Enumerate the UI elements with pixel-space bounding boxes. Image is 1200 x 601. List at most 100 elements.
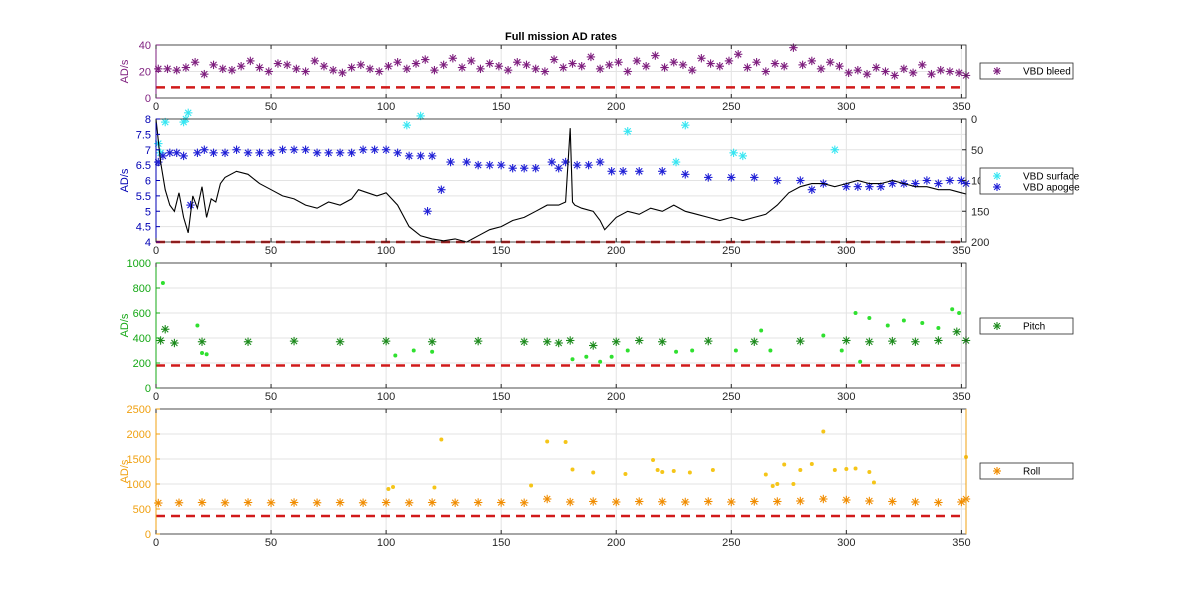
data-point (908, 68, 918, 78)
data-point (888, 497, 897, 506)
data-point (381, 145, 391, 154)
data-point (278, 145, 287, 154)
data-point (404, 498, 414, 507)
data-point (618, 167, 628, 176)
x-tick-label: 250 (722, 391, 740, 403)
data-point (204, 352, 209, 357)
data-point (842, 495, 851, 505)
data-point (197, 498, 207, 507)
data-point (450, 498, 460, 507)
data-point (172, 65, 181, 75)
data-point (411, 59, 421, 68)
data-point (319, 62, 329, 71)
data-point (738, 151, 747, 161)
data-point (570, 467, 575, 472)
data-point (821, 333, 826, 338)
data-point (658, 337, 667, 346)
y-tick-label: 500 (133, 504, 151, 516)
data-point (715, 62, 724, 71)
data-point (549, 55, 559, 64)
data-point (750, 337, 759, 346)
data-point (227, 65, 237, 75)
data-point (232, 145, 241, 154)
x-tick-label: 0 (153, 245, 159, 257)
data-point (798, 60, 807, 70)
data-point (687, 65, 697, 75)
data-point (641, 62, 651, 71)
data-point (402, 120, 412, 130)
data-point (264, 67, 273, 76)
data-point (632, 56, 642, 66)
y-tick-label: 800 (133, 283, 151, 295)
x-tick-label: 100 (377, 537, 395, 549)
data-point (485, 59, 494, 68)
y-tick-label: 7.5 (136, 129, 151, 141)
data-point (706, 59, 715, 68)
data-point (529, 483, 534, 488)
y2-tick-label: 150 (971, 206, 989, 218)
data-point (531, 164, 540, 173)
y-tick-label: 0 (145, 529, 151, 541)
data-point (386, 487, 391, 491)
data-point (865, 337, 874, 346)
data-point (570, 357, 575, 362)
data-point (752, 58, 761, 67)
data-point (842, 336, 851, 345)
data-point (554, 338, 563, 348)
data-point (519, 498, 529, 507)
data-point (423, 207, 432, 216)
data-point (911, 497, 920, 507)
data-point (462, 157, 471, 167)
data-point (347, 148, 356, 158)
data-point (411, 348, 416, 353)
data-point (584, 354, 589, 359)
data-point (430, 349, 435, 354)
data-point (381, 336, 391, 346)
x-tick-label: 300 (837, 245, 855, 257)
data-point (186, 200, 195, 210)
data-point (193, 148, 202, 158)
data-point (798, 468, 803, 472)
legend-label: VBD bleed (1023, 67, 1071, 78)
data-point (572, 160, 582, 170)
data-point (439, 437, 444, 442)
data-point (255, 63, 264, 72)
data-point (485, 160, 494, 170)
data-point (160, 281, 165, 285)
data-point (358, 498, 368, 507)
data-point (901, 318, 906, 323)
data-point (885, 323, 890, 328)
y-tick-label: 0 (145, 93, 151, 105)
data-point (865, 496, 874, 506)
data-point (439, 60, 448, 70)
data-point (635, 336, 644, 345)
data-point (365, 64, 375, 74)
data-point (826, 58, 835, 67)
data-point (384, 62, 393, 71)
subplot-2: 0 50 100 150 200 250 300 350 4 4.5 5 5.5 6 6.5 7 7.5 8 0 5… (119, 108, 1080, 257)
data-point (853, 466, 858, 471)
y-tick-label: 600 (133, 308, 151, 320)
data-point (697, 54, 706, 63)
data-point (773, 176, 782, 185)
data-point (669, 58, 678, 67)
data-point (312, 498, 322, 507)
series-group (154, 43, 971, 80)
data-point (635, 167, 644, 176)
data-point (496, 498, 506, 507)
data-point (161, 325, 170, 334)
data-point (871, 480, 876, 485)
data-point (172, 148, 181, 158)
data-point (589, 341, 598, 350)
data-point (591, 470, 596, 475)
y-tick-label: 2000 (127, 429, 151, 441)
data-point (266, 498, 276, 507)
data-point (595, 157, 605, 167)
data-point (853, 182, 863, 191)
data-point (522, 60, 531, 70)
data-point (184, 108, 193, 118)
legend-box (979, 462, 1074, 480)
y-tick-label: 5 (145, 206, 151, 218)
y-tick-label: 1000 (127, 479, 151, 491)
